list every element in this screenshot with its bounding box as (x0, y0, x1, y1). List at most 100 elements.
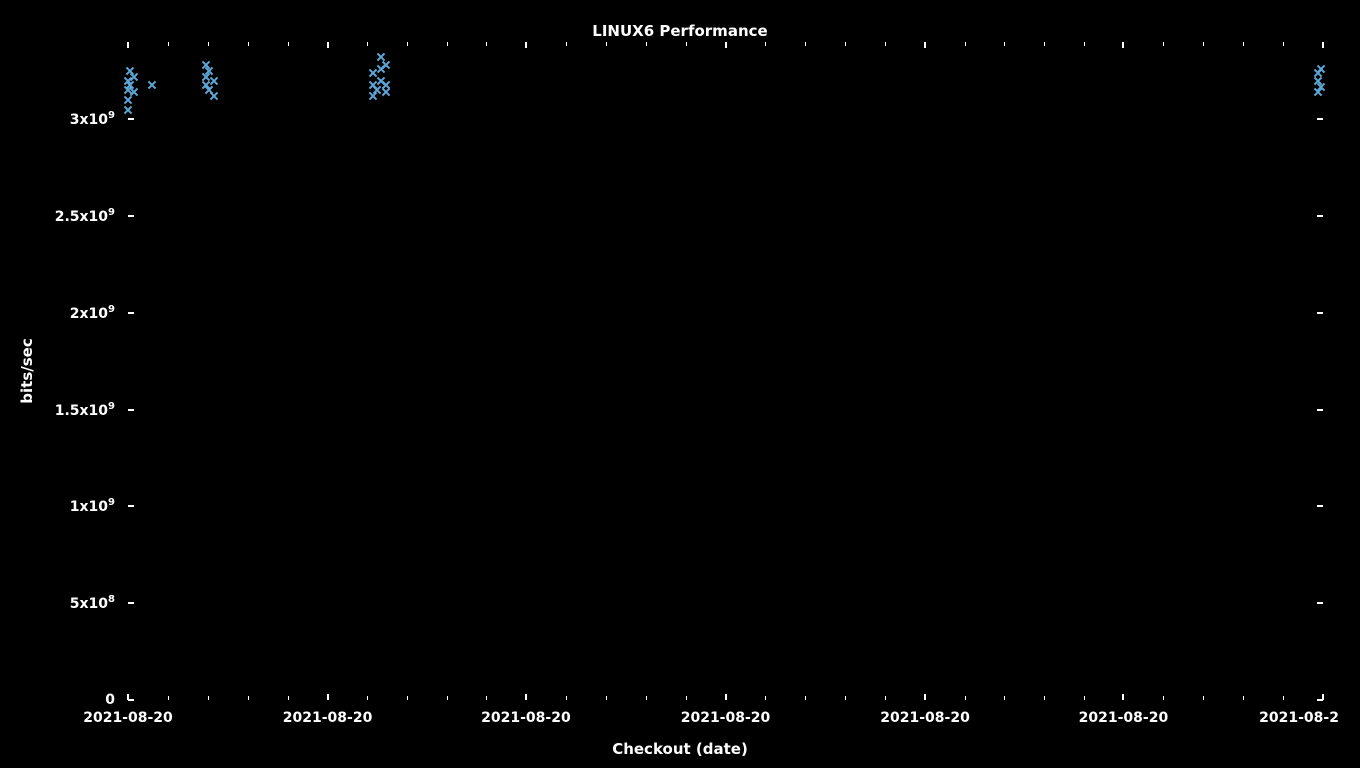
x-minor-tick (248, 696, 249, 700)
x-minor-tick (566, 696, 567, 700)
x-minor-tick (1163, 696, 1164, 700)
x-tick-label: 2021-08-20 (681, 710, 771, 726)
y-tick-mark (128, 602, 134, 604)
y-tick-mark (1317, 505, 1323, 507)
x-minor-tick (885, 696, 886, 700)
data-point (210, 92, 218, 100)
y-tick-label: 0 (105, 692, 115, 708)
y-tick-label: 2.5x109 (55, 207, 115, 225)
data-point (382, 88, 390, 96)
data-point (148, 81, 156, 89)
x-tick-label: 2021-08-20 (283, 710, 373, 726)
x-minor-tick (168, 696, 169, 700)
x-tick-label: 2021-08-20 (1079, 710, 1169, 726)
y-tick-label: 5x108 (70, 594, 115, 612)
y-tick-mark (128, 505, 134, 507)
x-minor-tick (1283, 42, 1284, 46)
x-minor-tick (845, 42, 846, 46)
chart-title: LINUX6 Performance (0, 22, 1360, 40)
x-minor-tick (566, 42, 567, 46)
x-minor-tick (1243, 696, 1244, 700)
x-minor-tick (606, 42, 607, 46)
x-minor-tick (646, 42, 647, 46)
y-tick-mark (128, 409, 134, 411)
x-minor-tick (686, 696, 687, 700)
y-tick-label: 1.5x109 (55, 401, 115, 419)
data-point (369, 69, 377, 77)
x-tick-label: 2021-08-20 (481, 710, 571, 726)
x-minor-tick (367, 42, 368, 46)
x-tick-mark (725, 694, 727, 700)
x-tick-mark (327, 694, 329, 700)
x-minor-tick (1283, 696, 1284, 700)
x-minor-tick (765, 696, 766, 700)
x-tick-mark (1122, 42, 1124, 48)
x-minor-tick (486, 696, 487, 700)
x-minor-tick (1203, 696, 1204, 700)
x-minor-tick (885, 42, 886, 46)
y-tick-mark (128, 312, 134, 314)
data-point (124, 106, 132, 114)
x-minor-tick (208, 42, 209, 46)
y-tick-mark (128, 118, 134, 120)
data-point (373, 86, 381, 94)
x-minor-tick (686, 42, 687, 46)
x-minor-tick (248, 42, 249, 46)
y-axis-label: bits/sec (18, 338, 36, 403)
x-minor-tick (486, 42, 487, 46)
x-tick-label: 2021-08-20 (880, 710, 970, 726)
data-point (1317, 83, 1325, 91)
data-point (205, 67, 213, 75)
y-tick-label: 1x109 (70, 498, 115, 516)
data-point (1317, 65, 1325, 73)
x-minor-tick (208, 696, 209, 700)
x-minor-tick (845, 696, 846, 700)
x-minor-tick (1243, 42, 1244, 46)
x-minor-tick (965, 42, 966, 46)
y-tick-mark (1317, 118, 1323, 120)
x-tick-mark (924, 42, 926, 48)
x-tick-label: 2021-08-20 (83, 710, 173, 726)
y-tick-label: 2x109 (70, 304, 115, 322)
x-axis-label: Checkout (date) (0, 740, 1360, 758)
x-minor-tick (805, 42, 806, 46)
x-minor-tick (805, 696, 806, 700)
y-tick-label: 3x109 (70, 111, 115, 129)
x-tick-mark (127, 694, 129, 700)
x-tick-mark (525, 42, 527, 48)
x-minor-tick (367, 696, 368, 700)
y-tick-mark (1317, 312, 1323, 314)
x-minor-tick (447, 696, 448, 700)
y-tick-mark (1317, 602, 1323, 604)
plot-area (128, 42, 1323, 700)
x-minor-tick (1163, 42, 1164, 46)
x-minor-tick (606, 696, 607, 700)
x-tick-label: 2021-08-2 (1259, 710, 1339, 726)
x-minor-tick (168, 42, 169, 46)
x-tick-mark (1122, 694, 1124, 700)
data-point (130, 73, 138, 81)
x-minor-tick (288, 42, 289, 46)
x-tick-mark (127, 42, 129, 48)
x-minor-tick (447, 42, 448, 46)
x-tick-mark (725, 42, 727, 48)
x-minor-tick (1084, 696, 1085, 700)
y-tick-mark (1317, 215, 1323, 217)
x-minor-tick (407, 42, 408, 46)
x-tick-mark (1322, 42, 1324, 48)
x-tick-mark (1322, 694, 1324, 700)
data-point (210, 77, 218, 85)
data-point (124, 96, 132, 104)
x-minor-tick (1004, 696, 1005, 700)
x-minor-tick (1004, 42, 1005, 46)
y-tick-mark (128, 215, 134, 217)
x-minor-tick (646, 696, 647, 700)
x-minor-tick (1203, 42, 1204, 46)
x-tick-mark (924, 694, 926, 700)
x-minor-tick (1084, 42, 1085, 46)
x-minor-tick (288, 696, 289, 700)
data-point (130, 88, 138, 96)
x-minor-tick (407, 696, 408, 700)
x-tick-mark (525, 694, 527, 700)
x-minor-tick (1044, 696, 1045, 700)
